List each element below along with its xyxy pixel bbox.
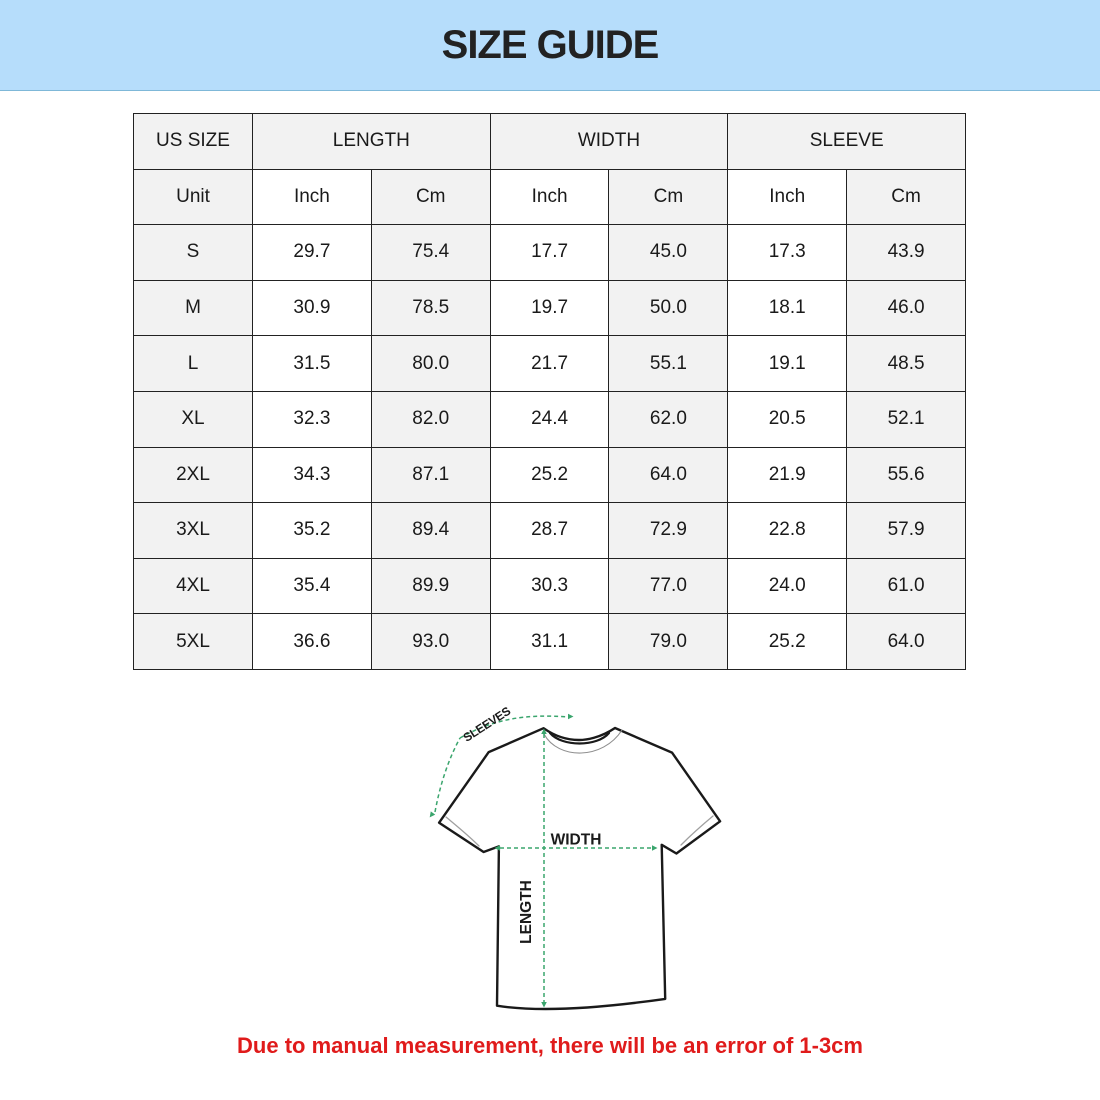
svg-text:LENGTH: LENGTH bbox=[518, 880, 535, 944]
svg-text:WIDTH: WIDTH bbox=[551, 832, 602, 849]
svg-text:SLEEVES: SLEEVES bbox=[461, 704, 514, 745]
